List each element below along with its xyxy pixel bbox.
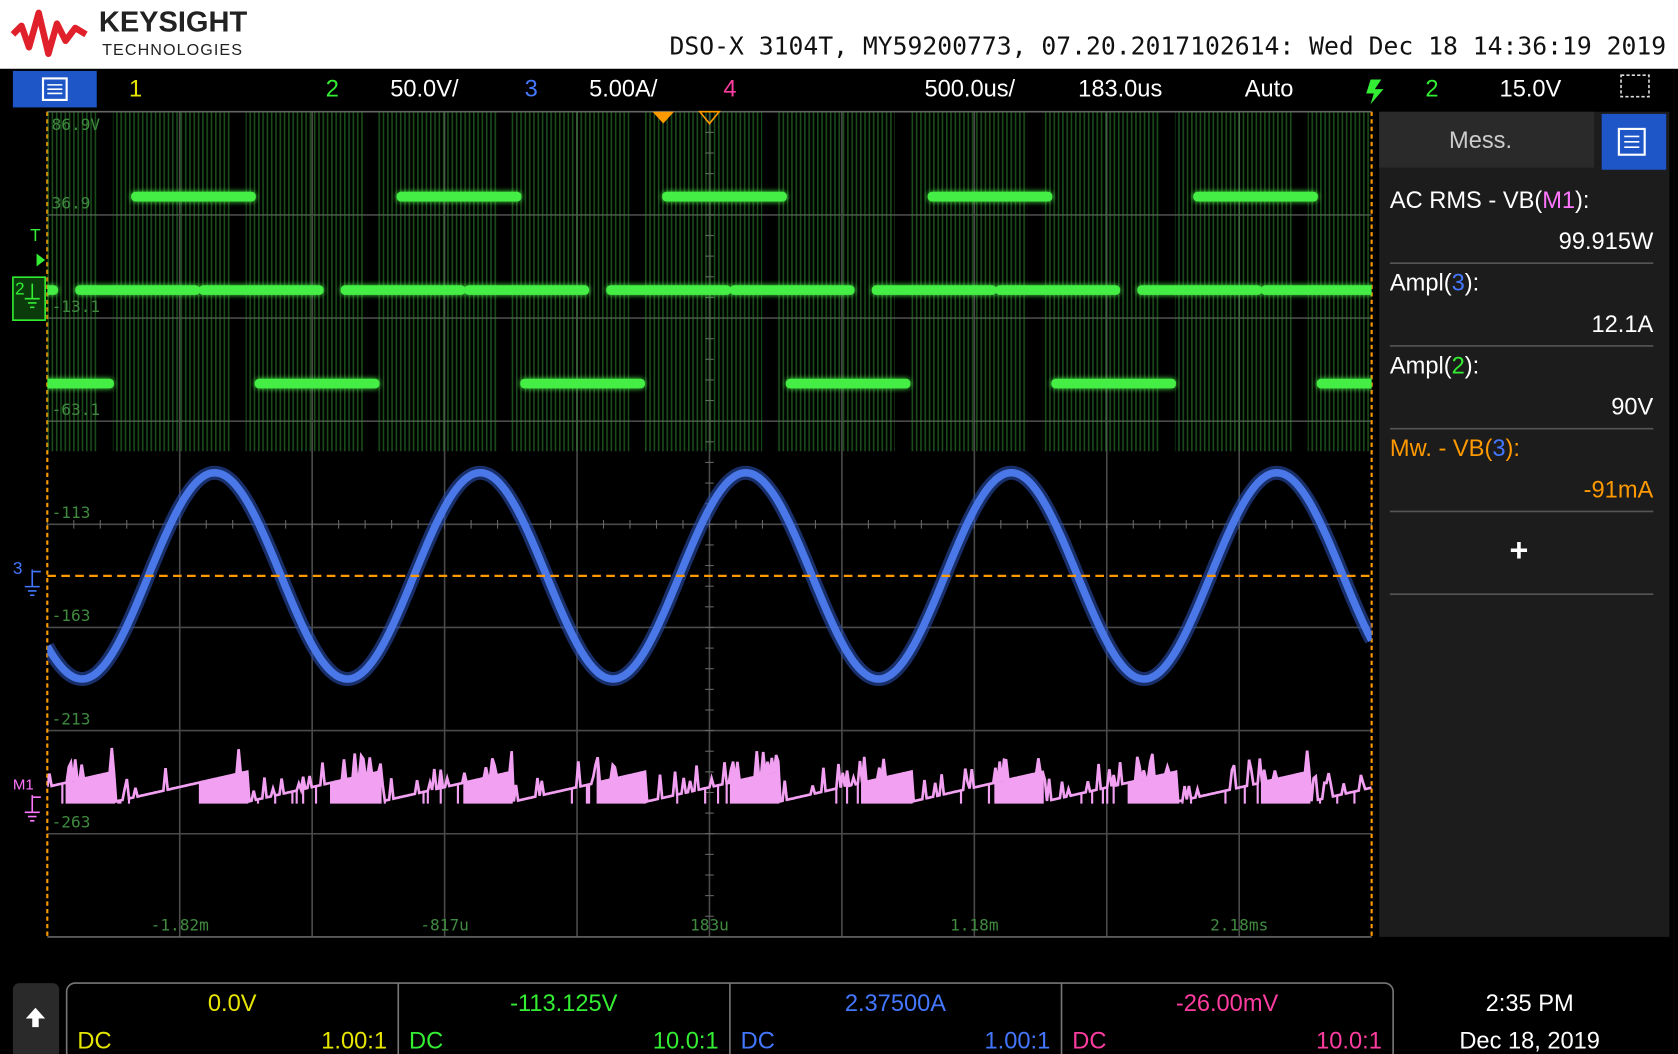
measurement-label: AC RMS - VB(M1):	[1390, 188, 1590, 214]
brand: KEYSIGHT	[99, 6, 248, 38]
ch2-ground-marker: 2	[15, 279, 25, 299]
instrument-info: DSO-X 3104T, MY59200773, 07.20.201710261…	[669, 31, 1666, 60]
channel-offset: 2.37500A	[845, 991, 946, 1017]
add-measurement[interactable]: +	[1509, 532, 1528, 568]
label-part: Ampl(	[1390, 354, 1452, 380]
channel-offset: -113.125V	[510, 991, 618, 1017]
switching-noise	[511, 112, 629, 452]
switching-noise	[246, 112, 364, 452]
switching-noise	[113, 112, 231, 452]
ch2-trace	[520, 379, 645, 389]
ch2-trace	[1137, 285, 1262, 295]
y-scale-label: -113	[52, 503, 91, 522]
switching-noise	[1175, 112, 1293, 452]
trigger-level-marker: T	[30, 225, 41, 245]
ch2-trace	[872, 285, 997, 295]
ch2-trace	[786, 379, 911, 389]
channel-probe: 1.00:1	[985, 1028, 1051, 1054]
ch2-trace	[995, 285, 1120, 295]
y-scale-label: 86.9V	[52, 115, 101, 134]
channel-probe: 10.0:1	[1316, 1028, 1382, 1054]
label-part: ):	[1505, 436, 1519, 462]
label-part: 3	[1492, 436, 1505, 462]
x-scale-label: 183u	[690, 916, 729, 935]
ch2-trace	[255, 379, 380, 389]
channel-probe: 10.0:1	[653, 1028, 719, 1054]
label-part: ):	[1465, 354, 1479, 380]
measurement-value: 12.1A	[1592, 312, 1654, 338]
y-scale-label: -213	[52, 709, 91, 728]
ch2-trace	[131, 192, 256, 202]
ch2-trace	[75, 285, 200, 295]
y-scale-label: -13.1	[52, 297, 101, 316]
channel-probe: 1.00:1	[321, 1028, 387, 1054]
channel-label: 2	[326, 77, 339, 103]
clock-date: Dec 18, 2019	[1459, 1028, 1600, 1054]
ch2-trace	[928, 192, 1053, 202]
channel-coupling: DC	[741, 1028, 775, 1054]
y-scale-label: -63.1	[52, 400, 101, 419]
brand-sub: TECHNOLOGIES	[102, 41, 243, 59]
switching-noise	[1042, 112, 1160, 452]
ch2-trace	[606, 285, 731, 295]
delay: 183.0us	[1078, 77, 1162, 103]
label-part: M1	[1542, 188, 1575, 214]
channel-label: 1	[129, 77, 142, 103]
label-part: ):	[1465, 271, 1479, 297]
channel-offset: 0.0V	[208, 991, 257, 1017]
timebase: 500.0us/	[924, 77, 1015, 103]
ch2-trace	[1261, 285, 1386, 295]
ch2-trace	[1193, 192, 1318, 202]
measurement-value: 90V	[1611, 395, 1653, 421]
measurement-value: 99.915W	[1559, 229, 1654, 255]
y-scale-label: -263	[52, 813, 91, 832]
x-scale-label: -1.82m	[151, 916, 209, 935]
switching-noise	[777, 112, 895, 452]
trigger-source: 2	[1425, 77, 1438, 103]
label-part: ):	[1575, 188, 1589, 214]
channel-scale: 5.00A/	[589, 77, 658, 103]
measurement-value: -91mA	[1584, 477, 1654, 503]
switching-noise	[909, 112, 1027, 452]
ch2-trace	[730, 285, 855, 295]
channel-scale: 50.0V/	[390, 77, 459, 103]
trigger-mode: Auto	[1245, 77, 1294, 103]
channel-label: 3	[525, 77, 538, 103]
ch2-trace	[662, 192, 787, 202]
y-scale-label: 36.9	[52, 194, 91, 213]
channel-coupling: DC	[77, 1028, 111, 1054]
measurement-label: Ampl(2):	[1390, 354, 1479, 380]
label-part: 2	[1452, 354, 1465, 380]
ch2-trace	[1051, 379, 1176, 389]
m1-ground-marker: M1	[13, 776, 34, 793]
channel-coupling: DC	[1072, 1028, 1106, 1054]
switching-noise	[644, 112, 762, 452]
scope-screen: KEYSIGHT TECHNOLOGIES DSO-X 3104T, MY592…	[0, 0, 1678, 1054]
y-scale-label: -163	[52, 606, 91, 625]
label-part: Ampl(	[1390, 271, 1452, 297]
clock-time: 2:35 PM	[1486, 991, 1574, 1017]
measurement-label: Mw. - VB(3):	[1390, 436, 1520, 462]
ch3-ground-marker: 3	[13, 558, 23, 578]
x-scale-label: -817u	[420, 916, 469, 935]
switching-noise	[378, 112, 496, 452]
panel-title: Mess.	[1449, 128, 1512, 154]
label-part: 3	[1452, 271, 1465, 297]
label-part: AC RMS - VB(	[1390, 188, 1542, 214]
x-scale-label: 1.18m	[950, 916, 999, 935]
ch2-trace	[199, 285, 324, 295]
trigger-level: 15.0V	[1500, 77, 1562, 103]
page: { "header": { "brand": "KEYSIGHT", "bran…	[0, 0, 1678, 1054]
channel-label: 4	[723, 77, 736, 103]
channel-offset: -26.00mV	[1176, 991, 1279, 1017]
ch2-trace	[341, 285, 466, 295]
channel-coupling: DC	[409, 1028, 443, 1054]
measurement-label: Ampl(3):	[1390, 271, 1479, 297]
ch2-trace	[397, 192, 522, 202]
ch2-trace	[464, 285, 589, 295]
x-scale-label: 2.18ms	[1210, 916, 1268, 935]
label-part: Mw. - VB(	[1390, 436, 1493, 462]
